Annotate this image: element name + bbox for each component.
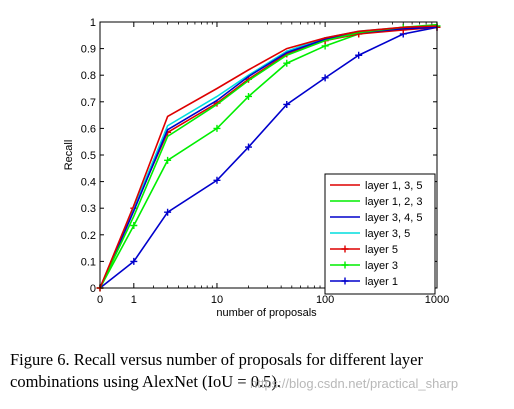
series-6-marker (130, 221, 138, 229)
y-tick-label: 0.4 (81, 177, 96, 189)
y-tick-label: 0.5 (81, 150, 96, 162)
y-tick-label: 0.3 (81, 203, 96, 215)
series-7-marker (355, 51, 363, 59)
series-line-7 (99, 26, 438, 289)
y-tick-label: 0 (90, 283, 96, 295)
legend-label-4: layer 3, 5 (365, 228, 410, 240)
legend-label-6: layer 3 (365, 260, 398, 272)
series-7-marker (283, 100, 291, 108)
y-tick-label: 0.8 (81, 70, 96, 82)
watermark: https://blog.csdn.net/practical_sharp (250, 376, 459, 391)
x-tick-label: 100 (316, 294, 334, 306)
y-tick-label: 0.7 (81, 97, 96, 109)
y-tick-label: 0.1 (81, 256, 96, 268)
legend-label-5: layer 5 (365, 244, 398, 256)
series-7-marker (321, 74, 329, 82)
series-7-marker (130, 257, 138, 265)
series-line-1 (99, 25, 438, 289)
y-tick-label: 1 (90, 17, 96, 29)
y-axis-label: Recall (63, 140, 75, 171)
y-tick-label: 0.2 (81, 230, 96, 242)
series-7-marker (164, 208, 172, 216)
x-tick-label: 1 (131, 294, 137, 306)
legend-box (324, 173, 436, 295)
x-axis-label: number of proposals (216, 307, 317, 319)
series-7-marker (245, 143, 253, 151)
series-7-marker (213, 176, 221, 184)
legend-marker-6 (341, 261, 349, 269)
x-tick-label: 1000 (425, 294, 449, 306)
legend-marker-7 (341, 277, 349, 285)
x-tick-label: 10 (211, 294, 223, 306)
legend-marker-5 (341, 245, 349, 253)
legend-label-3: layer 3, 4, 5 (365, 212, 422, 224)
y-tick-label: 0.9 (81, 44, 96, 56)
legend-label-2: layer 1, 2, 3 (365, 196, 422, 208)
legend-label-7: layer 1 (365, 276, 398, 288)
series-6-marker (245, 92, 253, 100)
figure-caption: Figure 6. Recall versus number of propos… (10, 350, 423, 391)
series-6-marker (283, 59, 291, 67)
legend: layer 1, 3, 5 layer 1, 2, 3 layer 3, 4, 5 l… (324, 173, 436, 295)
axes: 00.10.20.30.40.50.60.70.80.910 1 10 100 1000… (63, 17, 449, 319)
x-tick-label: 0 (97, 294, 103, 306)
legend-label-1: layer 1, 3, 5 (365, 180, 422, 192)
series-6-marker (213, 124, 221, 132)
recall-chart: 00.10.20.30.40.50.60.70.80.910 1 10 100 1000… (63, 17, 449, 319)
series-6-marker (164, 156, 172, 164)
y-tick-label: 0.6 (81, 123, 96, 135)
